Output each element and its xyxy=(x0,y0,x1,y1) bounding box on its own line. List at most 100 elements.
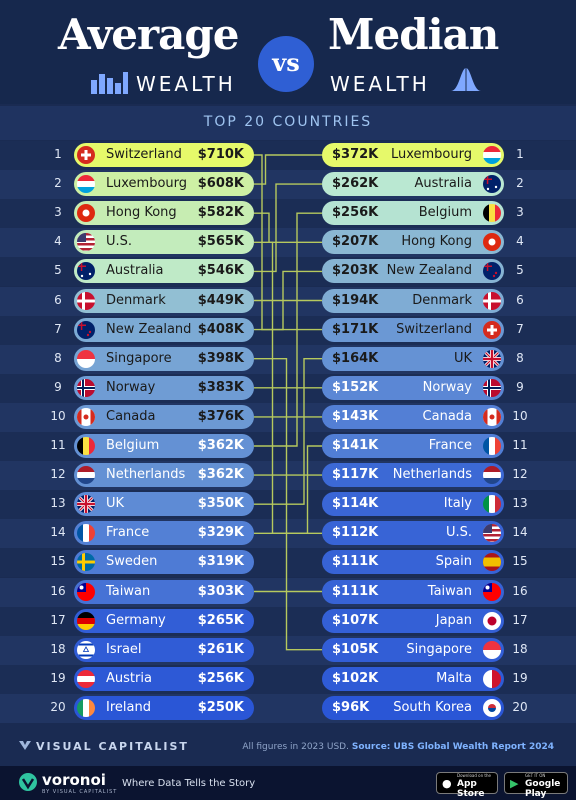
flag-spain-icon xyxy=(483,553,501,572)
flag-us-icon xyxy=(77,233,95,252)
rank-label-left: 5 xyxy=(54,263,62,278)
rank-label-right: 13 xyxy=(512,496,528,511)
average-value: $710K xyxy=(197,147,244,162)
rank-label-right: 12 xyxy=(512,467,528,482)
flag-ireland-icon xyxy=(77,698,95,717)
median-value: $107K xyxy=(332,612,379,628)
flag-australia-icon xyxy=(483,175,501,194)
median-value: $141K xyxy=(332,438,379,453)
country-name: New Zealand xyxy=(106,321,192,337)
rank-label-right: 19 xyxy=(512,670,528,685)
median-bar: $105K Singapore xyxy=(322,637,504,662)
country-name: Malta xyxy=(436,670,472,686)
median-value: $262K xyxy=(332,176,379,192)
median-bar: $171K Switzerland xyxy=(322,317,504,342)
flag-denmark-icon xyxy=(483,291,501,310)
voronoi-subbrand: BY VISUAL CAPITALIST xyxy=(42,789,118,795)
country-name: Hong Kong xyxy=(106,205,177,221)
vc-logo-icon xyxy=(18,736,32,750)
median-value: $105K xyxy=(332,641,379,657)
rank-label-right: 9 xyxy=(516,379,524,394)
rank-label-left: 3 xyxy=(54,205,62,220)
average-bar: Austria $256K xyxy=(74,666,254,691)
rank-label-right: 11 xyxy=(512,438,528,452)
rank-label-right: 1 xyxy=(516,147,524,161)
rank-label-right: 2 xyxy=(516,176,524,191)
country-name: Israel xyxy=(106,641,142,657)
rank-label-right: 4 xyxy=(516,234,524,249)
average-value: $449K xyxy=(197,292,244,308)
rank-label-right: 14 xyxy=(512,525,528,540)
average-bar: Ireland $250K xyxy=(74,695,254,720)
country-name: Canada xyxy=(106,408,156,424)
median-bar: $262K Australia xyxy=(322,172,504,197)
rank-label-right: 16 xyxy=(512,583,528,598)
median-value: $171K xyxy=(332,321,379,337)
flag-belgium-icon xyxy=(77,437,95,455)
flag-switzerland-icon xyxy=(483,320,501,339)
country-name: Norway xyxy=(422,379,472,395)
country-name: Germany xyxy=(106,612,166,628)
rank-label-left: 15 xyxy=(50,554,66,569)
rank-label-left: 7 xyxy=(54,321,62,336)
rank-label-left: 16 xyxy=(50,583,66,598)
footer-note: All figures in 2023 USD. Source: UBS Glo… xyxy=(242,742,554,752)
country-name: U.S. xyxy=(445,525,472,541)
flag-belgium-icon xyxy=(483,204,501,223)
flag-japan-icon xyxy=(483,611,501,630)
flag-canada-icon xyxy=(77,407,95,426)
country-name: Denmark xyxy=(106,292,166,308)
rank-label-right: 20 xyxy=(512,699,528,714)
average-bar: Singapore $398K xyxy=(74,346,254,371)
country-name: Australia xyxy=(414,176,472,192)
average-bar: Sweden $319K xyxy=(74,550,254,575)
median-value: $114K xyxy=(332,496,379,512)
flag-us-icon xyxy=(483,524,501,543)
flag-malta-icon xyxy=(483,669,501,688)
median-value: $112K xyxy=(332,525,379,541)
country-name: Taiwan xyxy=(427,583,472,599)
median-bar: $114K Italy xyxy=(322,492,504,517)
average-value: $408K xyxy=(197,321,244,337)
average-bar: Germany $265K xyxy=(74,608,254,633)
flag-hongkong-icon xyxy=(483,233,501,252)
tagline: Where Data Tells the Story xyxy=(122,778,256,789)
rank-label-right: 8 xyxy=(516,350,524,365)
average-value: $256K xyxy=(197,670,244,686)
rank-label-left: 12 xyxy=(50,467,66,482)
average-bar: Netherlands $362K xyxy=(74,463,254,488)
average-bar: France $329K xyxy=(74,521,254,546)
flag-france-icon xyxy=(77,524,95,543)
flag-singapore-icon xyxy=(77,349,95,368)
rank-label-right: 7 xyxy=(516,321,524,336)
average-bar: Australia $546K xyxy=(74,259,254,284)
flag-switzerland-icon xyxy=(77,146,95,164)
country-name: Austria xyxy=(106,670,152,686)
average-value: $319K xyxy=(197,554,244,570)
average-value: $265K xyxy=(197,612,244,628)
average-bar: Hong Kong $582K xyxy=(74,201,254,226)
flag-newzealand-icon xyxy=(483,262,501,281)
country-name: Sweden xyxy=(106,554,158,570)
country-name: Ireland xyxy=(106,699,151,715)
flag-australia-icon xyxy=(77,262,95,281)
connector-line xyxy=(254,212,322,447)
app-store-button[interactable]: ● Download on the App Store xyxy=(436,772,498,799)
average-value: $398K xyxy=(197,350,244,366)
median-value: $256K xyxy=(332,205,379,221)
average-value: $582K xyxy=(197,205,244,221)
rank-label-right: 3 xyxy=(516,205,524,220)
rank-label-left: 10 xyxy=(50,408,66,423)
connector-line xyxy=(254,445,322,534)
country-name: U.S. xyxy=(106,234,133,250)
google-play-button[interactable]: ▶ GET IT ON Google Play xyxy=(504,772,568,799)
median-bar: $117K Netherlands xyxy=(322,463,504,488)
flag-france-icon xyxy=(483,437,501,455)
rank-label-left: 19 xyxy=(50,670,66,685)
subtitle-band xyxy=(0,106,576,140)
country-name: France xyxy=(106,525,150,541)
average-bars-icon xyxy=(90,70,130,94)
average-value: $546K xyxy=(197,263,244,279)
average-bar: Canada $376K xyxy=(74,404,254,429)
